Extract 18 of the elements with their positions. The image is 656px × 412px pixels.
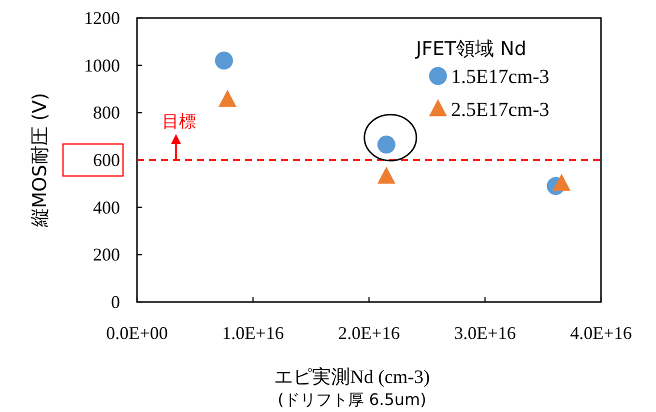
legend-label: 2.5E17cm-3	[451, 99, 550, 121]
legend-label: 1.5E17cm-3	[451, 66, 550, 88]
ref-line-label: 目標	[162, 112, 196, 132]
y-axis-title: 縦MOS耐圧 (V)	[29, 92, 51, 228]
y-tick-label: 400	[93, 197, 120, 218]
x-tick-label: 2.0E+16	[338, 323, 400, 343]
x-tick-label: 3.0E+16	[454, 323, 516, 343]
x-tick-label: 1.0E+16	[222, 323, 284, 343]
y-tick-label: 1000	[84, 55, 120, 76]
x-tick-label: 4.0E+16	[570, 323, 632, 343]
y-tick-label: 600	[93, 150, 120, 170]
y-tick-label: 0	[111, 292, 120, 312]
legend-title: JFET領域 Nd	[415, 38, 526, 60]
y-tick-label: 1200	[84, 8, 120, 28]
x-axis-title: エピ実測Nd (cm-3) (ドリフト厚 6.5um)	[274, 366, 430, 409]
y-tick-label: 800	[93, 102, 120, 123]
x-tick-label: 0.0E+00	[106, 323, 168, 343]
y-tick-label: 200	[93, 244, 120, 265]
